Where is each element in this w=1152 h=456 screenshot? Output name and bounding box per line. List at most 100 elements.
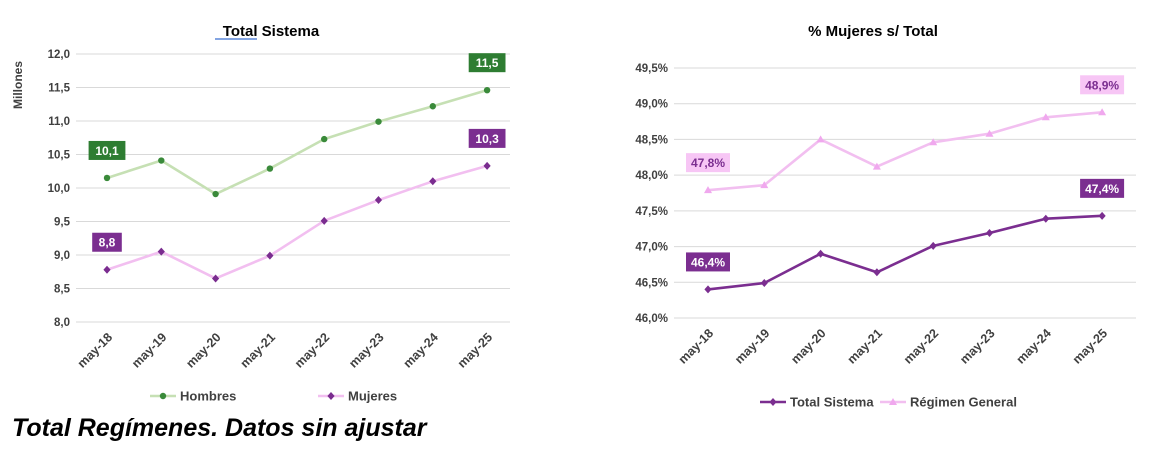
left-data-label: 11,5 bbox=[476, 56, 499, 70]
right-data-label: 48,9% bbox=[1085, 78, 1119, 92]
right-data-point bbox=[704, 285, 712, 294]
left-x-tick-label: may-20 bbox=[183, 330, 223, 370]
left-y-tick-label: 8,5 bbox=[54, 284, 71, 296]
right-legend-label: Régimen General bbox=[910, 395, 1017, 410]
left-data-point bbox=[157, 247, 165, 256]
left-series-line bbox=[106, 164, 488, 280]
right-data-point bbox=[816, 135, 825, 143]
right-data-label: 47,8% bbox=[691, 156, 725, 170]
right-data-point bbox=[872, 162, 881, 170]
right-x-tick-label: may-18 bbox=[676, 326, 716, 366]
left-y-tick-label: 11,0 bbox=[48, 116, 70, 128]
left-data-point bbox=[103, 174, 111, 182]
left-data-point bbox=[429, 103, 436, 110]
right-data-point bbox=[704, 186, 712, 194]
left-legend-marker bbox=[159, 392, 167, 400]
left-data-point bbox=[266, 165, 274, 172]
left-y-tick-label: 11,5 bbox=[48, 83, 70, 95]
right-data-point bbox=[985, 129, 994, 137]
left-data-label: 10,3 bbox=[475, 132, 499, 146]
right-y-tick-label: 46,5% bbox=[635, 277, 668, 289]
right-data-label-bg bbox=[686, 252, 730, 272]
left-x-tick-label: may-18 bbox=[75, 330, 115, 370]
right-data-point bbox=[1098, 108, 1107, 116]
left-data-label-bg bbox=[468, 128, 506, 148]
left-data-point bbox=[374, 196, 383, 205]
right-x-tick-label: may-21 bbox=[845, 326, 885, 366]
right-data-point bbox=[985, 229, 994, 237]
right-y-tick-label: 48,5% bbox=[635, 134, 668, 146]
left-data-point bbox=[321, 135, 328, 143]
left-legend-label: Mujeres bbox=[348, 389, 397, 404]
chart-total-sistema: Total Sistema Millones 8,0 8,5 9,0 9,5 10,0 10,… bbox=[11, 23, 510, 404]
right-y-tick-label: 47,5% bbox=[635, 206, 668, 218]
right-series-line bbox=[707, 214, 1103, 291]
left-data-label-box: 8,8 bbox=[92, 232, 122, 252]
left-data-point bbox=[320, 216, 328, 225]
left-legend-item-2: Mujeres bbox=[318, 389, 397, 404]
left-x-tick-label: may-22 bbox=[292, 330, 332, 370]
left-y-tick-label: 8,0 bbox=[54, 317, 70, 329]
footer-title: Total Regímenes. Datos sin ajustar bbox=[12, 414, 427, 442]
right-y-tick-label: 47,0% bbox=[635, 242, 668, 254]
right-data-label-bg bbox=[1080, 75, 1125, 95]
left-y-tick-label: 9,5 bbox=[54, 217, 71, 229]
left-data-label: 10,1 bbox=[95, 144, 119, 158]
right-data-point bbox=[1098, 211, 1106, 220]
left-y-tick-label: 9,0 bbox=[54, 250, 70, 262]
right-series-1 bbox=[704, 211, 1106, 294]
left-legend-item-1: Hombres bbox=[150, 389, 236, 404]
right-data-label-box: 47,4% bbox=[1080, 178, 1125, 198]
right-data-point bbox=[929, 138, 938, 146]
right-legend-marker bbox=[769, 398, 777, 406]
right-data-label: 47,4% bbox=[1085, 182, 1119, 196]
right-series-2 bbox=[704, 108, 1107, 194]
right-legend-marker bbox=[889, 398, 897, 405]
left-data-label: 8,8 bbox=[99, 236, 116, 250]
left-legend-label: Hombres bbox=[180, 389, 236, 404]
left-legend-marker bbox=[327, 392, 335, 400]
right-x-tick-label: may-19 bbox=[732, 326, 772, 366]
right-data-label: 46,4% bbox=[691, 255, 725, 269]
left-y-tick-label: 10,5 bbox=[48, 150, 71, 162]
right-data-point bbox=[817, 249, 825, 258]
right-data-point bbox=[1042, 214, 1050, 223]
left-data-label-box: 11,5 bbox=[468, 53, 506, 73]
left-x-tick-label: may-19 bbox=[129, 330, 169, 370]
right-data-point bbox=[760, 279, 768, 287]
right-y-tick-label: 49,0% bbox=[635, 99, 668, 111]
left-series-2 bbox=[103, 161, 491, 283]
left-data-point bbox=[103, 265, 111, 274]
left-series-1 bbox=[103, 86, 491, 198]
left-title: Total Sistema bbox=[223, 23, 320, 40]
right-data-label-box: 46,4% bbox=[686, 252, 730, 272]
right-data-point bbox=[929, 241, 937, 250]
left-data-point bbox=[483, 86, 491, 94]
left-data-point bbox=[266, 251, 274, 260]
left-data-label-bg bbox=[92, 232, 122, 252]
left-series-line bbox=[106, 88, 488, 196]
left-y-tick-label: 10,0 bbox=[48, 183, 70, 195]
left-x-tick-label: may-24 bbox=[401, 330, 441, 370]
left-x-tick-label: may-25 bbox=[455, 330, 495, 370]
left-data-point bbox=[212, 190, 219, 198]
right-data-point bbox=[873, 268, 881, 277]
left-data-label-box: 10,3 bbox=[468, 128, 506, 148]
right-legend-item-2: Régimen General bbox=[880, 395, 1017, 410]
right-x-tick-label: may-23 bbox=[957, 326, 997, 366]
left-data-label-bg bbox=[88, 140, 126, 160]
right-data-label-bg bbox=[686, 153, 730, 173]
right-series-line bbox=[707, 110, 1103, 192]
left-data-point bbox=[212, 274, 220, 283]
right-title: % Mujeres s/ Total bbox=[808, 23, 938, 40]
right-data-label-bg bbox=[1080, 178, 1125, 198]
left-y-tick-label: 12,0 bbox=[48, 49, 70, 61]
right-x-tick-label: may-20 bbox=[788, 326, 828, 366]
right-x-tick-label: may-24 bbox=[1014, 326, 1054, 366]
right-y-tick-label: 48,0% bbox=[635, 170, 668, 182]
right-y-tick-label: 49,5% bbox=[635, 63, 668, 75]
left-data-point bbox=[483, 161, 491, 170]
right-y-tick-label: 46,0% bbox=[635, 313, 668, 325]
left-x-tick-label: may-23 bbox=[346, 330, 386, 370]
right-legend-item-1: Total Sistema bbox=[760, 395, 874, 410]
